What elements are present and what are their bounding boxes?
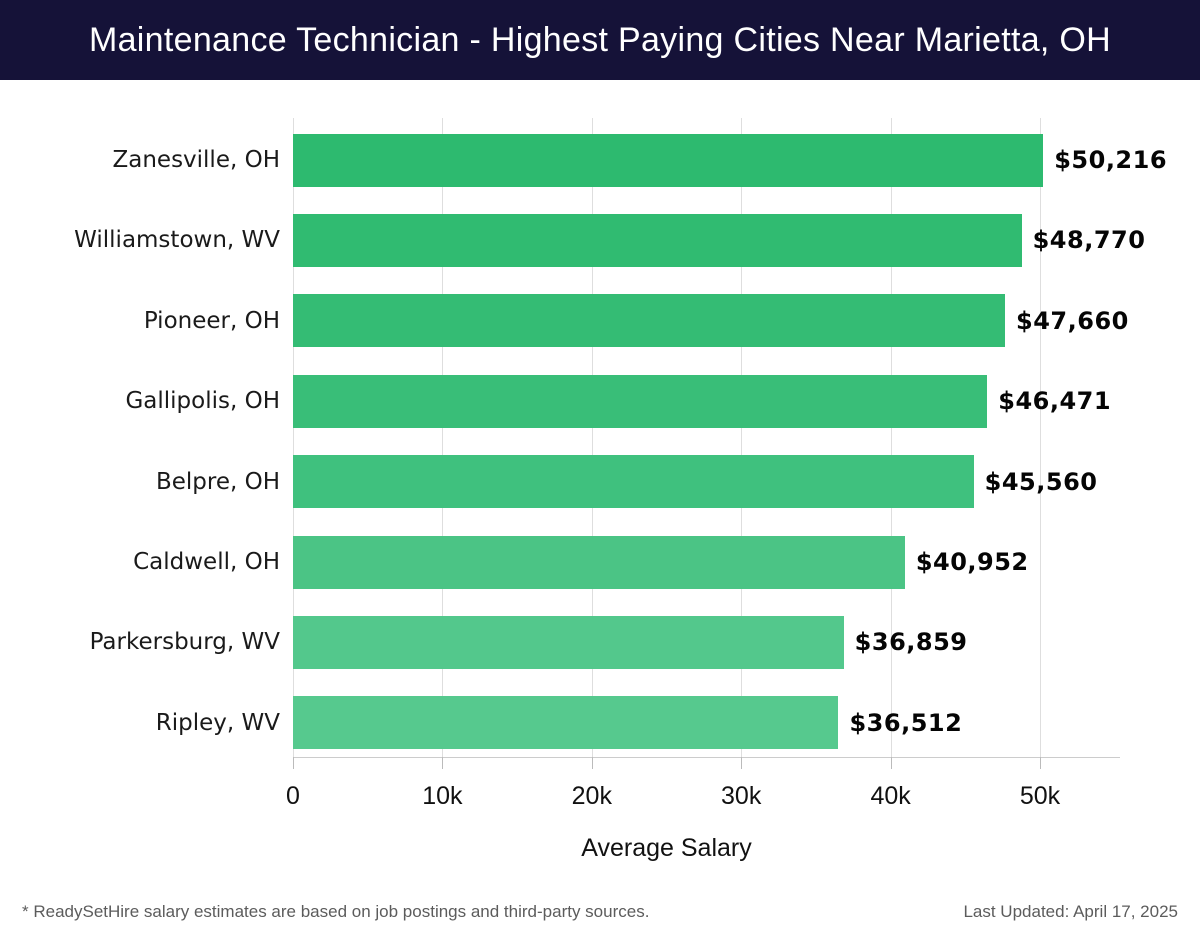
gridline-10k [442, 118, 444, 757]
value-label: $50,216 [1054, 146, 1168, 174]
bar-gallipolis-oh [293, 374, 988, 428]
category-label: Caldwell, OH [133, 549, 280, 575]
bar-caldwell-oh [293, 535, 905, 589]
value-label: $36,859 [854, 628, 968, 657]
bar-chart: 0 10k 20k 30k 40k 50k Zanesville, OH $50,216 Wil… [0, 80, 1200, 940]
bar-williamstown-wv [293, 213, 1022, 267]
category-label: Belpre, OH [155, 468, 280, 495]
value-label: $45,560 [984, 467, 1098, 496]
value-label: $36,512 [849, 708, 963, 737]
x-tick-mark-30k [741, 757, 743, 769]
x-axis-title: Average Salary [581, 834, 752, 862]
value-label: $47,660 [1016, 306, 1129, 335]
bar-parkersburg-wv [293, 615, 844, 669]
category-label: Parkersburg, WV [89, 629, 280, 656]
x-tick-label-40k: 40k [870, 782, 911, 810]
category-label: Williamstown, WV [74, 227, 280, 254]
bar-ripley-wv [293, 696, 839, 750]
x-axis-line [293, 757, 1120, 758]
bar-pioneer-oh [293, 294, 1006, 348]
x-tick-label-20k: 20k [571, 782, 612, 810]
footer-last-updated: Last Updated: April 17, 2025 [963, 902, 1178, 921]
x-tick-mark-0 [293, 757, 294, 769]
gridline-50k [1040, 118, 1041, 757]
x-tick-mark-20k [591, 757, 593, 769]
category-label: Pioneer, OH [143, 307, 280, 334]
value-label: $48,770 [1032, 226, 1146, 255]
x-tick-label-50k: 50k [1019, 782, 1061, 810]
x-tick-mark-50k [1040, 757, 1041, 769]
footer-disclaimer: * ReadySetHire salary estimates are base… [22, 902, 650, 921]
value-label: $46,471 [998, 387, 1112, 416]
x-tick-mark-40k [890, 757, 892, 769]
gridline-30k [741, 118, 743, 757]
x-tick-mark-10k [442, 757, 444, 769]
bar-belpre-oh [293, 455, 974, 509]
category-label: Gallipolis, OH [125, 388, 280, 415]
app-header: Maintenance Technician - Highest Paying … [0, 0, 1200, 80]
gridline-20k [591, 118, 593, 757]
category-label: Ripley, WV [155, 709, 280, 736]
value-label: $40,952 [915, 548, 1029, 576]
page-title: Maintenance Technician - Highest Paying … [88, 20, 1112, 59]
category-label: Zanesville, OH [112, 147, 280, 173]
y-axis-line [293, 118, 294, 757]
x-tick-label-30k: 30k [721, 782, 762, 810]
x-tick-label-0: 0 [286, 782, 300, 810]
x-tick-label-10k: 10k [422, 782, 463, 810]
bar-zanesville-oh [293, 133, 1044, 187]
gridline-40k [890, 118, 892, 757]
